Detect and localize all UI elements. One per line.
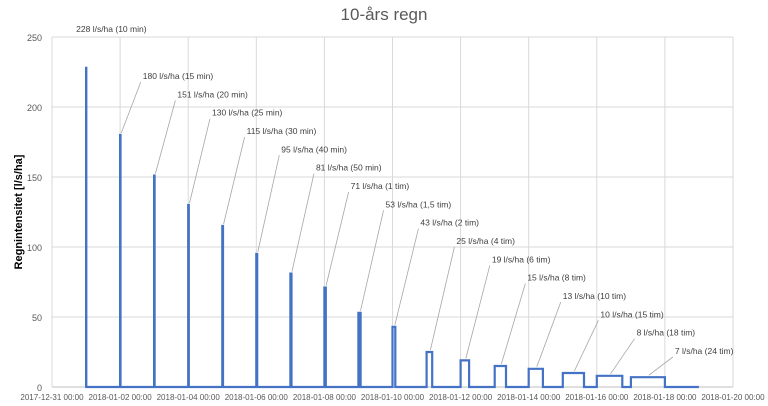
y-tick-label: 0 <box>37 383 42 393</box>
chart-title: 10-års regn <box>341 5 428 24</box>
data-labels: 228 l/s/ha (10 min) 180 l/s/ha (15 min) 15… <box>76 24 733 356</box>
x-tick-labels: 2017-12-31 00:00 2018-01-02 00:00 2018-01-… <box>20 393 765 402</box>
x-tick-label: 2018-01-02 00:00 <box>89 393 153 402</box>
leader-line <box>574 320 599 372</box>
leader-line <box>465 265 491 359</box>
data-label: 13 l/s/ha (10 tim) <box>563 291 626 301</box>
data-label: 71 l/s/ha (1 tim) <box>351 181 410 191</box>
leader-line <box>429 246 455 351</box>
data-label: 15 l/s/ha (8 tim) <box>527 273 586 283</box>
y-tick-label: 50 <box>32 313 42 323</box>
data-label: 228 l/s/ha (10 min) <box>76 24 147 34</box>
data-label: 180 l/s/ha (15 min) <box>143 71 214 81</box>
leader-line <box>610 338 635 375</box>
leader-line <box>189 118 211 204</box>
y-tick-label: 250 <box>27 33 42 43</box>
data-label: 7 l/s/ha (24 tim) <box>675 346 734 356</box>
x-tick-label: 2018-01-18 00:00 <box>633 393 697 402</box>
x-tick-label: 2018-01-12 00:00 <box>429 393 493 402</box>
x-tick-label: 2018-01-10 00:00 <box>361 393 425 402</box>
leader-line <box>223 136 245 225</box>
y-tick-label: 150 <box>27 173 42 183</box>
leader-line <box>325 191 349 286</box>
leader-line <box>360 210 384 311</box>
x-tick-label: 2018-01-06 00:00 <box>225 393 289 402</box>
data-label: 130 l/s/ha (25 min) <box>212 108 283 118</box>
data-label: 53 l/s/ha (1,5 tim) <box>386 199 452 209</box>
data-label: 25 l/s/ha (4 tim) <box>456 236 515 246</box>
leader-line <box>648 356 674 376</box>
leader-line <box>155 100 176 174</box>
x-tick-label: 2018-01-04 00:00 <box>157 393 221 402</box>
data-label: 19 l/s/ha (6 tim) <box>492 254 551 264</box>
data-label: 8 l/s/ha (18 tim) <box>637 328 696 338</box>
grid <box>51 36 734 388</box>
leader-line <box>394 228 419 325</box>
x-tick-label: 2017-12-31 00:00 <box>20 393 84 402</box>
leader-line <box>291 173 315 272</box>
data-label: 10 l/s/ha (15 tim) <box>600 309 663 319</box>
leader-line <box>536 301 562 367</box>
data-label: 151 l/s/ha (20 min) <box>177 89 248 99</box>
y-tick-label: 200 <box>27 103 42 113</box>
leader-line <box>257 155 280 253</box>
data-label: 95 l/s/ha (40 min) <box>281 144 347 154</box>
data-label: 43 l/s/ha (2 tim) <box>420 218 479 228</box>
leader-line <box>500 283 526 365</box>
y-tick-labels: 0 50 100 150 200 250 <box>27 33 42 393</box>
x-tick-label: 2018-01-08 00:00 <box>293 393 357 402</box>
y-tick-label: 100 <box>27 243 42 253</box>
x-tick-label: 2018-01-16 00:00 <box>565 393 629 402</box>
leader-line <box>120 81 142 134</box>
x-tick-label: 2018-01-14 00:00 <box>497 393 561 402</box>
leader-lines <box>120 81 674 376</box>
y-axis-label: Regnintensitet [l/s/ha] <box>13 154 25 269</box>
x-tick-label: 2018-01-20 00:00 <box>701 393 765 402</box>
data-label: 81 l/s/ha (50 min) <box>316 163 382 173</box>
series-line <box>85 66 699 389</box>
data-label: 115 l/s/ha (30 min) <box>247 126 317 136</box>
